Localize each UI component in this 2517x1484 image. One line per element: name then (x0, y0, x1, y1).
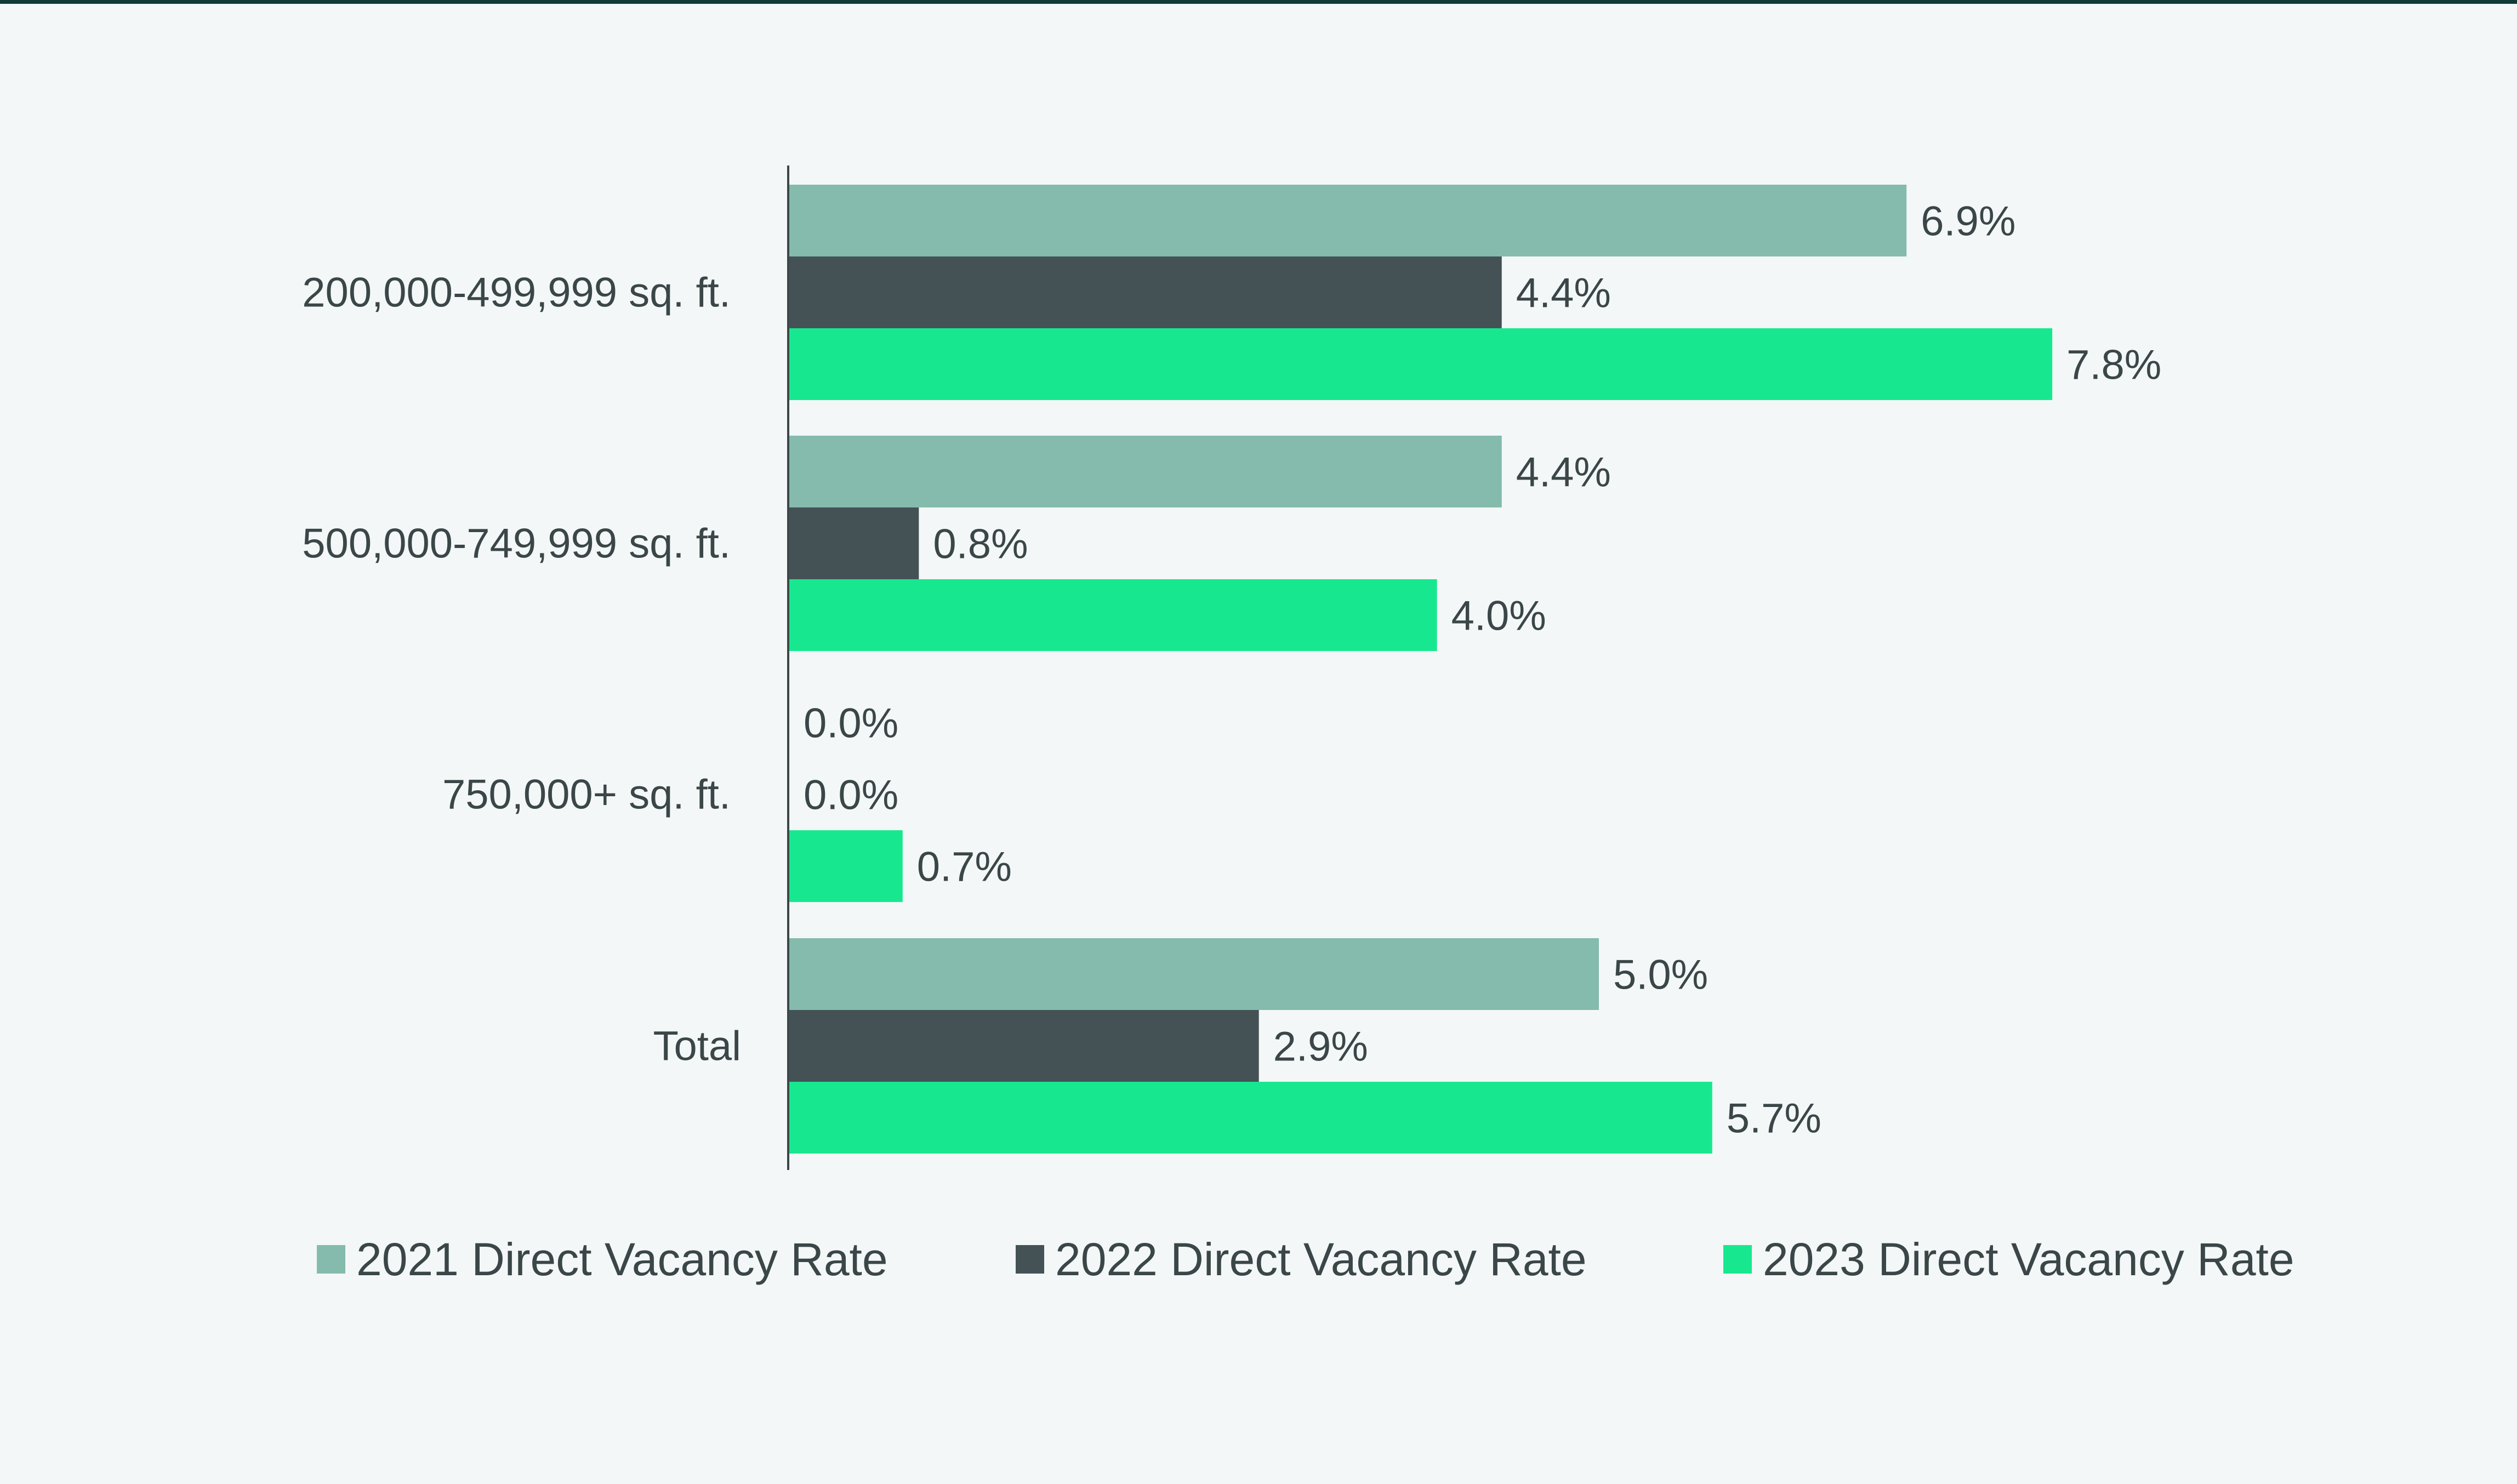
bar-200-000-499-999-sq-ft-series-3 (789, 328, 2053, 400)
category-labels-layer: 200,000-499,999 sq. ft. 500,000-749,999 s… (302, 270, 741, 1070)
category-label-total: Total (653, 1023, 741, 1070)
bar-total-series-1 (789, 938, 1599, 1010)
value-labels-layer: 6.9% 4.4% 7.8% 4.4% 0.8% 4.0% 0.0% 0.0% 0.7% 5.0%… (804, 198, 2161, 1142)
category-label-200-000-499-999-sq-ft: 200,000-499,999 sq. ft. (302, 270, 731, 316)
bar-total-series-2 (789, 1010, 1259, 1082)
value-label-200-000-499-999-sq-ft-series-3: 7.8% (2066, 342, 2161, 389)
value-label-750-000-sq-ft-series-2: 0.0% (804, 772, 898, 819)
legend-item-3: 2023 Direct Vacancy Rate (1723, 1234, 2294, 1285)
value-label-200-000-499-999-sq-ft-series-1: 6.9% (1921, 198, 2015, 245)
bar-500-000-749-999-sq-ft-series-1 (789, 436, 1502, 507)
value-label-total-series-1: 5.0% (1613, 952, 1708, 998)
legend-swatch-2 (1016, 1245, 1044, 1274)
legend: 2021 Direct Vacancy Rate 2022 Direct Vaca… (317, 1234, 2294, 1285)
value-label-500-000-749-999-sq-ft-series-2: 0.8% (933, 521, 1028, 568)
bar-200-000-499-999-sq-ft-series-1 (789, 185, 1907, 256)
value-label-750-000-sq-ft-series-1: 0.0% (804, 700, 898, 747)
category-label-750-000-sq-ft: 750,000+ sq. ft. (442, 772, 731, 818)
bar-total-series-3 (789, 1082, 1712, 1154)
value-label-500-000-749-999-sq-ft-series-3: 4.0% (1451, 593, 1546, 640)
legend-item-1: 2021 Direct Vacancy Rate (317, 1234, 888, 1285)
value-label-total-series-3: 5.7% (1727, 1095, 1821, 1142)
bar-500-000-749-999-sq-ft-series-3 (789, 579, 1437, 651)
bar-200-000-499-999-sq-ft-series-2 (789, 256, 1502, 328)
bars-layer (789, 185, 2053, 1154)
legend-label-2: 2022 Direct Vacancy Rate (1055, 1234, 1587, 1285)
category-label-500-000-749-999-sq-ft: 500,000-749,999 sq. ft. (302, 521, 731, 567)
bar-500-000-749-999-sq-ft-series-2 (789, 507, 919, 579)
value-label-total-series-2: 2.9% (1273, 1024, 1368, 1070)
legend-swatch-1 (317, 1245, 345, 1274)
legend-label-3: 2023 Direct Vacancy Rate (1763, 1234, 2294, 1285)
legend-label-1: 2021 Direct Vacancy Rate (356, 1234, 888, 1285)
value-label-500-000-749-999-sq-ft-series-1: 4.4% (1516, 449, 1611, 496)
top-rule (0, 0, 2517, 4)
value-label-750-000-sq-ft-series-3: 0.7% (917, 844, 1012, 891)
value-label-200-000-499-999-sq-ft-series-2: 4.4% (1516, 270, 1611, 317)
legend-item-2: 2022 Direct Vacancy Rate (1016, 1234, 1587, 1285)
legend-swatch-3 (1723, 1245, 1752, 1274)
bar-750-000-sq-ft-series-3 (789, 830, 903, 902)
